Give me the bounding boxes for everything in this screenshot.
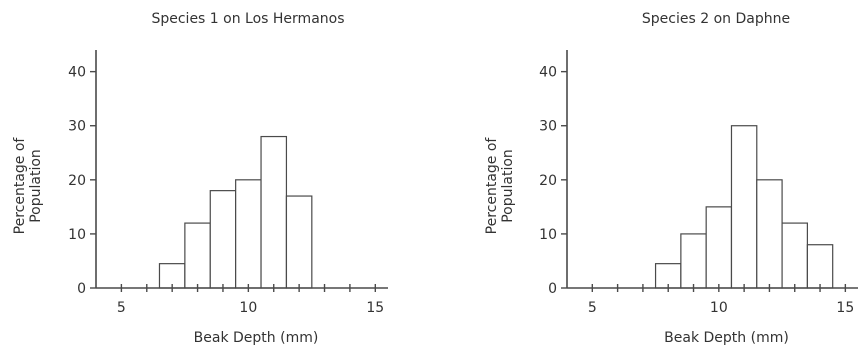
x-axis-title: Beak Depth (mm) bbox=[194, 330, 319, 346]
histogram-species-2: Species 2 on Daphne 0 10 20 30 40 5 10 15 Beak De… bbox=[484, 11, 858, 346]
x-tick-label-5: 5 bbox=[588, 300, 597, 316]
y-tick-label-30: 30 bbox=[539, 119, 557, 135]
y-tick-label-10: 10 bbox=[68, 227, 86, 243]
histogram-bar-3 bbox=[235, 179, 262, 289]
y-tick-label-40: 40 bbox=[68, 65, 86, 81]
y-tick-label-40: 40 bbox=[539, 65, 557, 81]
histogram-bar-2 bbox=[705, 206, 733, 289]
histogram-bar-0 bbox=[654, 263, 682, 289]
y-tick-label-0: 0 bbox=[548, 281, 557, 297]
x-tick-label-10: 10 bbox=[239, 300, 257, 316]
y-axis-title-line-2: Population bbox=[500, 149, 516, 223]
histogram-bar-5 bbox=[285, 195, 313, 289]
y-tick-label-0: 0 bbox=[77, 281, 86, 297]
histogram-bar-1 bbox=[680, 233, 707, 289]
y-tick-label-20: 20 bbox=[539, 173, 557, 189]
x-tick-label-10: 10 bbox=[710, 300, 728, 316]
x-axis-title: Beak Depth (mm) bbox=[664, 330, 789, 346]
histogram-bar-3 bbox=[730, 125, 758, 289]
y-tick-label-20: 20 bbox=[68, 173, 86, 189]
histogram-bar-2 bbox=[209, 190, 237, 289]
y-tick-label-10: 10 bbox=[539, 227, 557, 243]
histogram-species-1: Species 1 on Los Hermanos 0 10 20 30 40 5 10 15 B… bbox=[12, 11, 388, 346]
x-tick-label-5: 5 bbox=[117, 300, 126, 316]
histogram-bar-5 bbox=[781, 222, 808, 289]
y-axis-title-line-1: Percentage of bbox=[484, 137, 500, 235]
y-axis-title-line-2: Population bbox=[28, 149, 44, 223]
y-tick-label-30: 30 bbox=[68, 119, 86, 135]
x-tick-label-15: 15 bbox=[366, 300, 384, 316]
histogram-bar-6 bbox=[806, 244, 834, 289]
histogram-bar-4 bbox=[756, 179, 783, 289]
x-tick-label-15: 15 bbox=[836, 300, 854, 316]
chart-title: Species 1 on Los Hermanos bbox=[151, 11, 344, 27]
y-axis-title-line-1: Percentage of bbox=[12, 137, 28, 235]
chart-title: Species 2 on Daphne bbox=[642, 11, 790, 27]
histogram-bar-1 bbox=[184, 222, 211, 289]
histogram-bar-4 bbox=[260, 135, 288, 289]
